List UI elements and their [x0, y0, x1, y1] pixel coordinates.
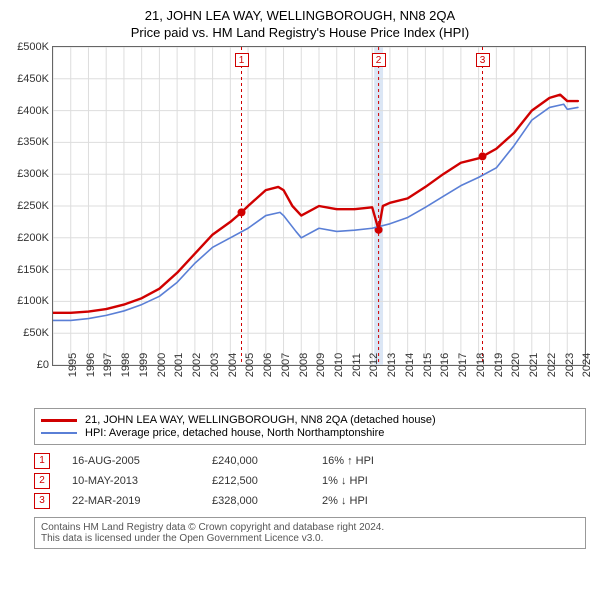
sale-marker: 2	[372, 53, 386, 67]
sale-delta: 1% ↓ HPI	[322, 475, 442, 487]
chart-plot-area: £0£50K£100K£150K£200K£250K£300K£350K£400…	[52, 46, 586, 366]
legend-swatch	[41, 419, 77, 422]
sale-date: 22-MAR-2019	[72, 495, 212, 507]
sale-marker: 1	[235, 53, 249, 67]
sale-row-marker: 3	[34, 493, 50, 509]
sale-date: 10-MAY-2013	[72, 475, 212, 487]
legend-item: 21, JOHN LEA WAY, WELLINGBOROUGH, NN8 2Q…	[41, 414, 579, 426]
sale-price: £240,000	[212, 455, 322, 467]
y-axis-tick-label: £150K	[17, 264, 53, 276]
footer-line: This data is licensed under the Open Gov…	[41, 533, 579, 544]
sale-row: 1 16-AUG-2005£240,00016% ↑ HPI	[34, 453, 586, 469]
sale-delta: 16% ↑ HPI	[322, 455, 442, 467]
footer-line: Contains HM Land Registry data © Crown c…	[41, 522, 579, 533]
y-axis-tick-label: £200K	[17, 232, 53, 244]
legend-label: HPI: Average price, detached house, Nort…	[85, 427, 384, 439]
sale-delta: 2% ↓ HPI	[322, 495, 442, 507]
y-axis-tick-label: £450K	[17, 73, 53, 85]
legend-swatch	[41, 432, 77, 434]
sale-row: 3 22-MAR-2019£328,0002% ↓ HPI	[34, 493, 586, 509]
sale-row-marker: 2	[34, 473, 50, 489]
y-axis-tick-label: £350K	[17, 136, 53, 148]
y-axis-tick-label: £500K	[17, 41, 53, 53]
sale-date: 16-AUG-2005	[72, 455, 212, 467]
x-axis-tick-label: 2025	[585, 353, 600, 377]
legend-item: HPI: Average price, detached house, Nort…	[41, 427, 579, 439]
sale-row: 2 10-MAY-2013£212,5001% ↓ HPI	[34, 473, 586, 489]
y-axis-tick-label: £0	[37, 359, 53, 371]
y-axis-tick-label: £400K	[17, 105, 53, 117]
y-axis-tick-label: £300K	[17, 168, 53, 180]
y-axis-tick-label: £250K	[17, 200, 53, 212]
footer-attribution: Contains HM Land Registry data © Crown c…	[34, 517, 586, 549]
sale-row-marker: 1	[34, 453, 50, 469]
sale-price: £328,000	[212, 495, 322, 507]
y-axis-tick-label: £100K	[17, 295, 53, 307]
sale-price: £212,500	[212, 475, 322, 487]
chart-subtitle: Price paid vs. HM Land Registry's House …	[4, 25, 596, 40]
sales-table: 1 16-AUG-2005£240,00016% ↑ HPI 2 10-MAY-201…	[34, 453, 586, 509]
legend: 21, JOHN LEA WAY, WELLINGBOROUGH, NN8 2Q…	[34, 408, 586, 445]
chart-svg	[53, 47, 585, 365]
chart-title: 21, JOHN LEA WAY, WELLINGBOROUGH, NN8 2Q…	[4, 8, 596, 23]
sale-marker: 3	[476, 53, 490, 67]
legend-label: 21, JOHN LEA WAY, WELLINGBOROUGH, NN8 2Q…	[85, 414, 436, 426]
y-axis-tick-label: £50K	[23, 327, 53, 339]
